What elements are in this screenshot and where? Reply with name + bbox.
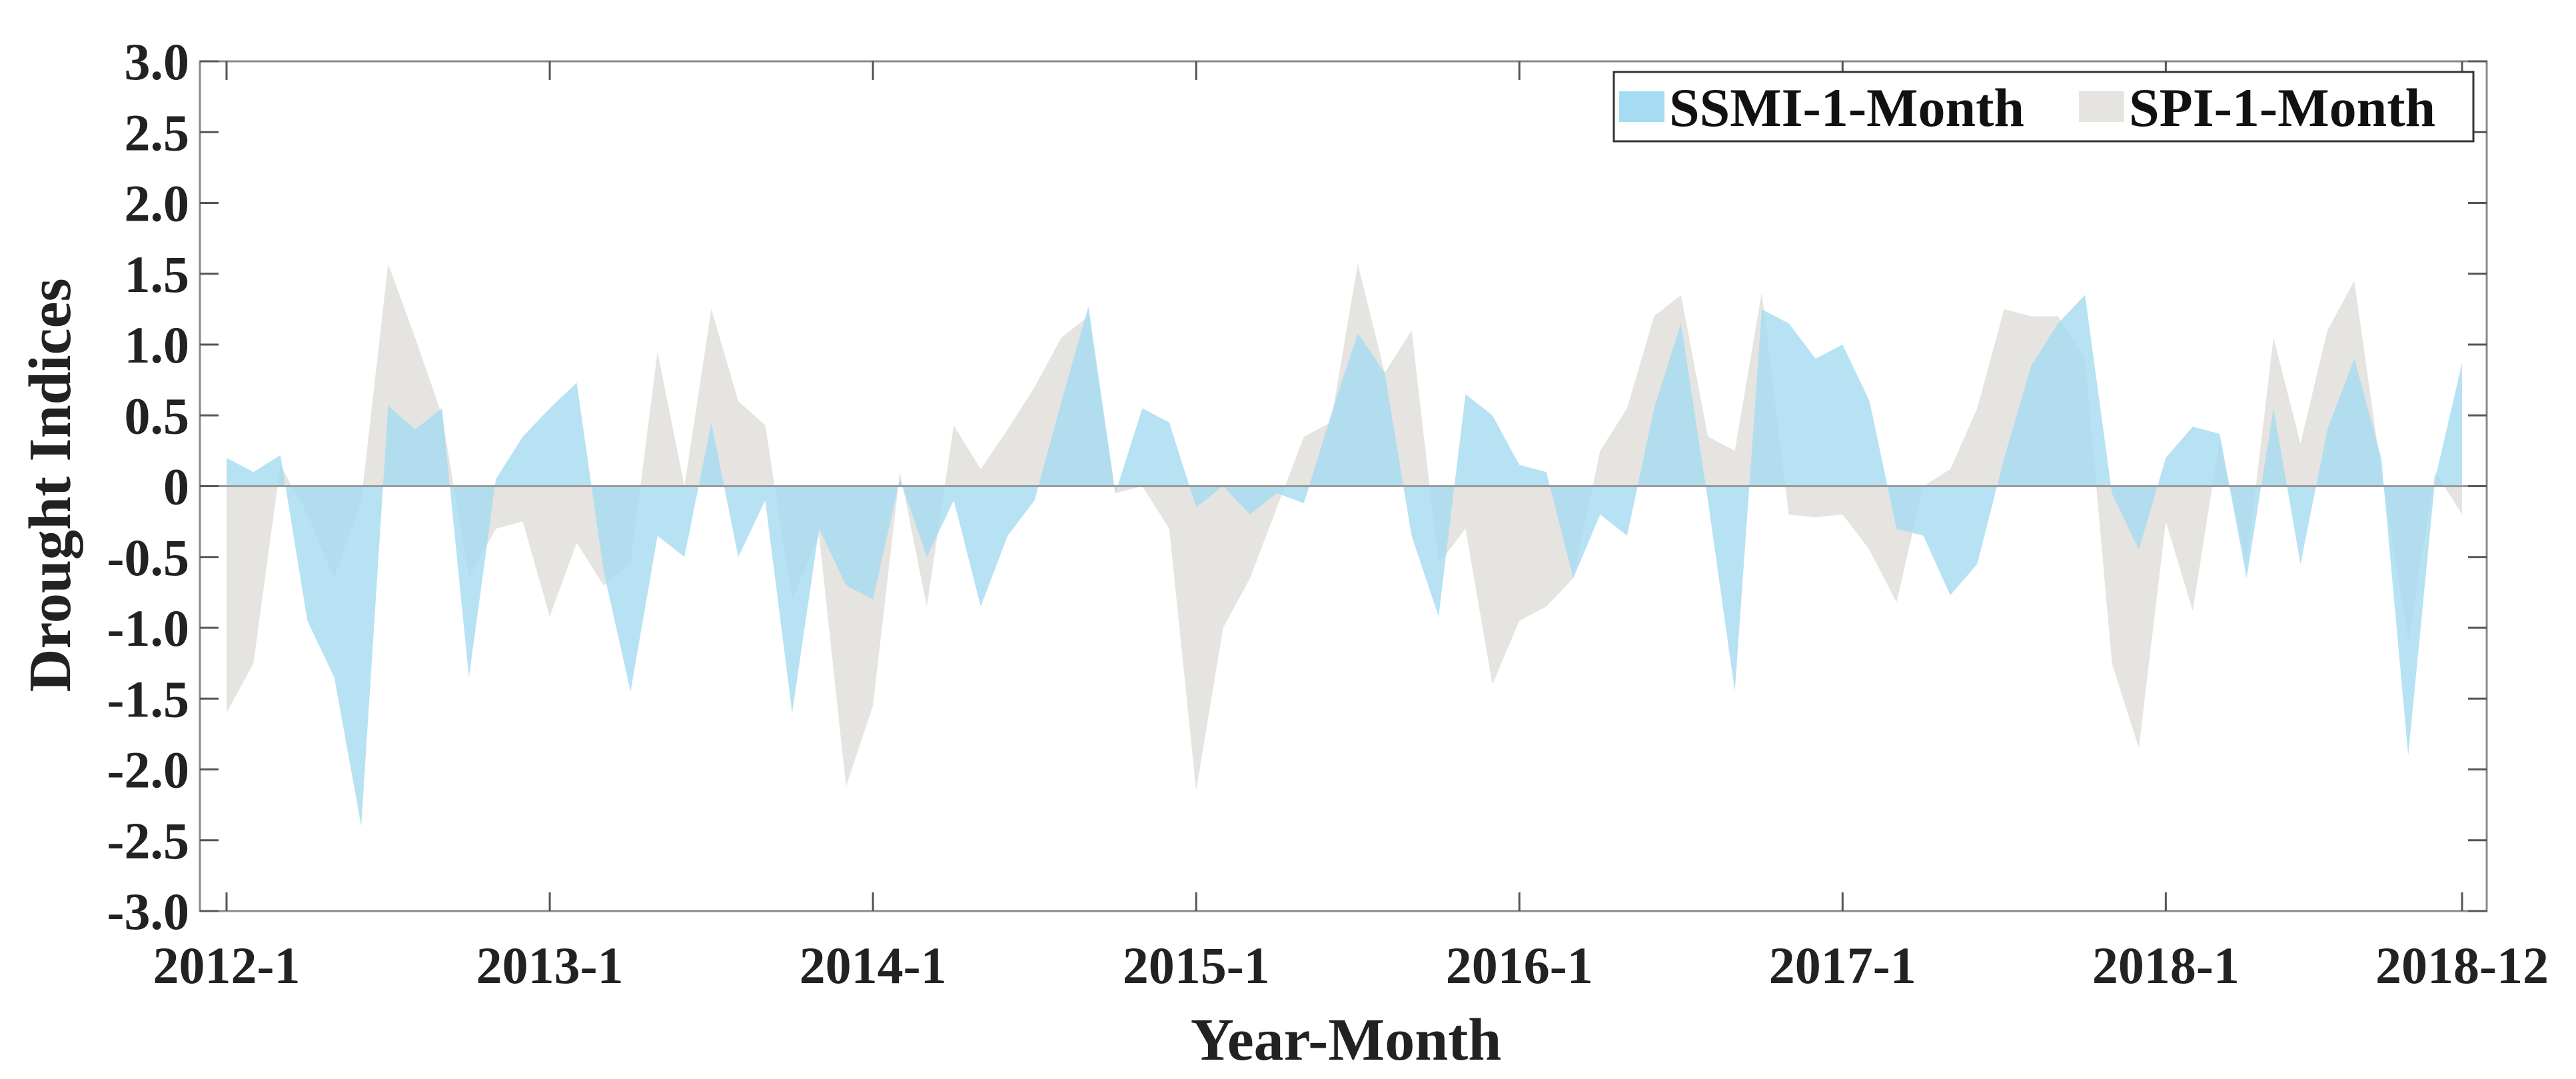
y-tick-label: -2.5: [107, 812, 189, 870]
y-tick-label: 2.5: [125, 103, 190, 161]
legend-swatch-ssmi: [1619, 91, 1664, 122]
y-ticks: -3.0 -2.5 -2.0 -1.5 -1.0 -0.5 0 0.5 1.0 1.5 2.0 2.5…: [107, 33, 2487, 940]
x-tick-label: 2018-1: [2092, 936, 2240, 994]
y-axis-title: Drought Indices: [17, 279, 83, 692]
y-tick-label: -1.0: [107, 599, 189, 657]
y-tick-label: 3.0: [125, 33, 190, 91]
area-spi-1-month: [227, 263, 2462, 791]
x-tick-label: 2017-1: [1769, 936, 1916, 994]
y-tick-label: -2.0: [107, 741, 189, 799]
y-tick-label: -3.0: [107, 882, 189, 940]
y-tick-label: -1.5: [107, 670, 189, 728]
area-ssmi-1-month: [227, 295, 2462, 826]
y-tick-label: 0: [163, 458, 189, 516]
x-axis-title: Year-Month: [1191, 1007, 1502, 1073]
x-tick-label: 2012-1: [153, 936, 301, 994]
x-tick-label: 2016-1: [1446, 936, 1593, 994]
legend-box: [1612, 71, 2475, 143]
y-tick-label: 1.5: [125, 245, 190, 303]
x-tick-label: 2013-1: [476, 936, 624, 994]
x-tick-label: 2018-12: [2375, 936, 2549, 994]
y-tick-label: 2.0: [125, 175, 190, 233]
x-tick-label: 2015-1: [1123, 936, 1270, 994]
legend-label-spi: SPI-1-Month: [2129, 77, 2435, 138]
y-tick-label: -0.5: [107, 529, 189, 586]
y-tick-label: 0.5: [125, 387, 190, 445]
legend-swatch-spi: [2079, 91, 2124, 122]
x-tick-label: 2014-1: [800, 936, 947, 994]
plot-areas: [227, 263, 2462, 826]
legend: SSMI-1-Month SPI-1-Month: [1612, 71, 2475, 143]
x-ticks: 2012-1 2013-1 2014-1 2015-1 2016-1 2017-1 2018…: [153, 61, 2549, 994]
legend-label-ssmi: SSMI-1-Month: [1669, 77, 2024, 138]
y-tick-label: 1.0: [125, 316, 190, 374]
